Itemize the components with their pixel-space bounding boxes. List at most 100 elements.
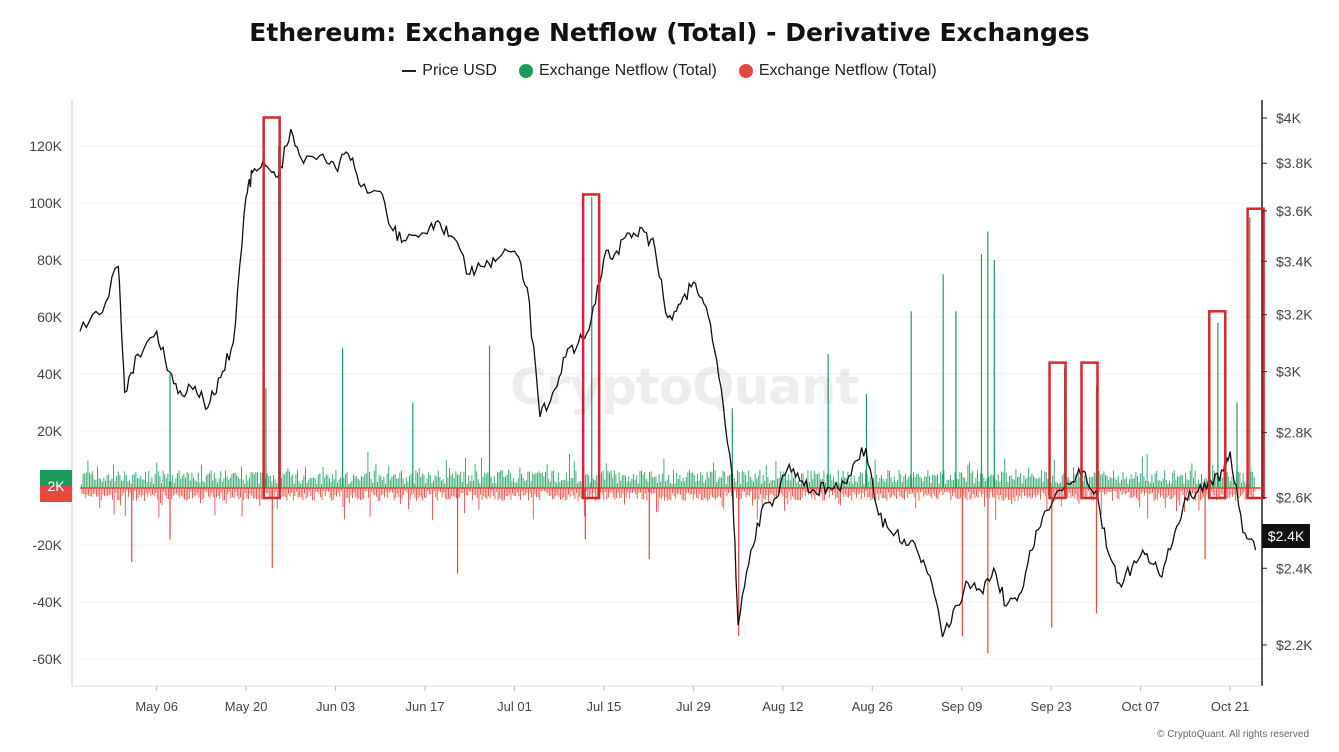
outflow-bar [528,488,529,501]
inflow-bar [802,473,804,488]
outflow-bar [537,488,539,497]
inflow-bar [863,483,865,488]
inflow-spike [341,348,344,488]
outflow-bar [536,488,537,498]
outflow-bar [1177,488,1179,501]
outflow-bar [1140,488,1142,494]
inflow-bar [1242,473,1244,488]
inflow-bar [252,472,254,488]
x-tick-label: Sep 23 [1031,699,1072,714]
inflow-bar [893,476,895,488]
outflow-bar [313,488,315,501]
inflow-bar [895,481,897,488]
right-tick-label: $3.6K [1276,203,1313,219]
netflow-current-value: 2K [47,478,65,494]
outflow-bar [846,488,848,498]
inflow-bar [657,482,658,488]
outflow-spike [738,488,740,637]
inflow-bar [945,483,946,488]
inflow-bar [1009,475,1010,488]
outflow-bar [534,488,536,495]
outflow-bar [1033,488,1035,495]
inflow-bar [810,470,812,488]
inflow-bar [1253,477,1255,488]
inflow-bar [785,475,786,488]
outflow-bar [571,488,573,492]
inflow-bar [209,473,210,488]
inflow-bar [653,477,655,488]
inflow-bar [154,473,156,488]
inflow-bar [1148,480,1150,488]
inflow-bar [1140,473,1142,488]
inflow-bar [1004,458,1006,488]
outflow-bar [1126,488,1128,494]
inflow-bar [647,481,649,488]
outflow-bar [459,488,461,497]
outflow-bar [1241,488,1243,495]
inflow-bar [1191,463,1193,488]
inflow-bar [765,465,767,488]
outflow-bar [212,488,214,498]
inflow-bar [241,466,242,488]
inflow-bar [445,460,447,488]
outflow-bar [774,488,776,499]
outflow-bar [968,488,969,493]
inflow-bar [497,472,498,488]
outflow-bar [233,488,235,499]
outflow-bar [883,488,885,499]
inflow-bar [719,476,721,488]
highlight-box [1208,310,1227,500]
outflow-bar [142,488,144,496]
outflow-bar [840,488,841,506]
inflow-bar [1241,482,1242,488]
inflow-bar [119,475,121,488]
inflow-bar [140,476,142,488]
outflow-bar [552,488,553,500]
inflow-bar [1042,481,1044,488]
outflow-bar [776,488,777,499]
outflow-bar [830,488,832,492]
inflow-bar [306,482,308,488]
outflow-bar [352,488,353,499]
outflow-bar [267,488,269,494]
outflow-bar [238,488,240,500]
inflow-bar [943,470,945,488]
inflow-bar [554,481,556,488]
outflow-bar [312,488,313,500]
outflow-bar [336,488,337,497]
inflow-bar [485,474,487,488]
inflow-bar [959,471,961,488]
inflow-bar [633,474,634,488]
outflow-bar [435,488,437,498]
outflow-bar [939,488,941,494]
inflow-bar [823,470,825,488]
inflow-bar [185,477,186,488]
inflow-bar [508,469,510,488]
inflow-bar [853,475,855,488]
outflow-bar [787,488,789,505]
outflow-bar [251,488,253,496]
outflow-bar [555,488,557,497]
outflow-bar [363,488,365,499]
outflow-bar [1011,488,1013,504]
x-tick-label: May 06 [135,699,178,714]
outflow-bar [81,488,83,494]
inflow-bar [511,480,513,488]
legend-item-price[interactable]: Price USD [402,62,497,80]
outflow-bar [678,488,680,494]
inflow-bar [892,482,894,488]
outflow-bar [1201,488,1203,499]
inflow-bar [1185,473,1186,488]
legend-item-outflow[interactable]: Exchange Netflow (Total) [738,62,937,80]
outflow-bar [576,488,577,493]
outflow-bar [566,488,568,500]
inflow-bar [321,483,322,488]
inflow-bar [933,475,935,488]
legend-item-inflow[interactable]: Exchange Netflow (Total) [518,62,717,80]
outflow-bar [1024,488,1025,497]
inflow-bar [479,483,481,488]
outflow-bar [401,488,403,499]
outflow-bar [403,488,405,495]
outflow-bar [1179,488,1181,506]
